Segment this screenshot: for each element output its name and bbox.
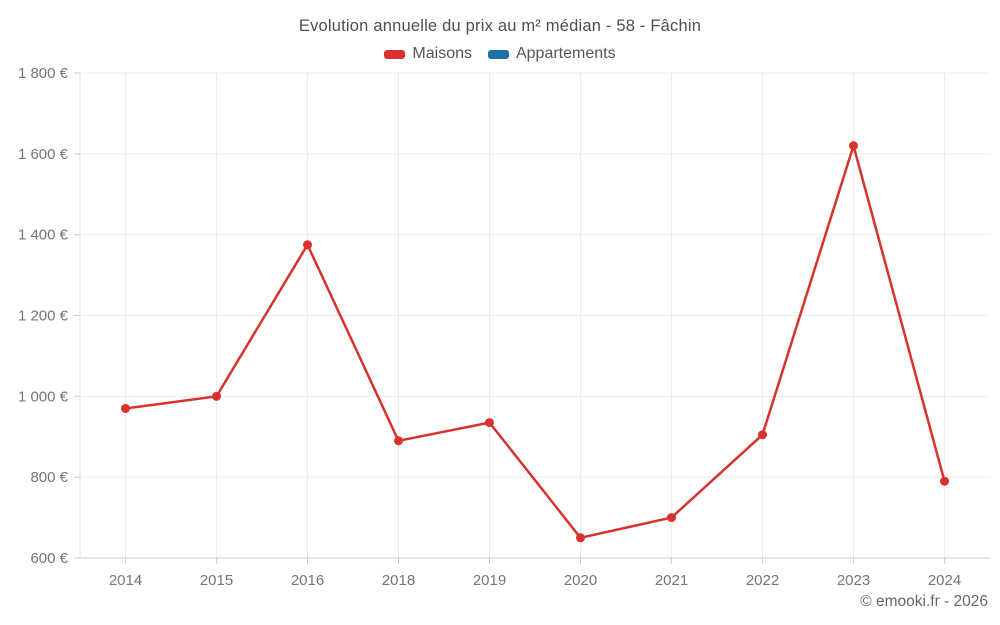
y-tick-label: 600 € <box>30 550 68 567</box>
x-tick-label: 2018 <box>382 572 415 589</box>
legend-label: Appartements <box>515 45 616 62</box>
data-point-maisons-2019[interactable] <box>485 418 494 428</box>
legend-item-appartements[interactable]: Appartements <box>487 45 616 63</box>
y-tick-label: 1 600 € <box>18 146 69 163</box>
data-point-maisons-2023[interactable] <box>849 141 858 151</box>
x-tick-label: 2015 <box>200 572 233 589</box>
series-line-maisons <box>125 144 946 540</box>
legend-label: Maisons <box>412 45 472 62</box>
x-tick-label: 2024 <box>928 572 961 589</box>
data-point-maisons-2020[interactable] <box>576 533 585 543</box>
data-point-maisons-2014[interactable] <box>121 403 130 413</box>
x-tick-label: 2021 <box>655 572 688 589</box>
chart-title: Evolution annuelle du prix au m² médian … <box>298 17 702 35</box>
data-point-maisons-2016[interactable] <box>303 240 312 250</box>
x-tick-label: 2019 <box>473 572 506 589</box>
data-point-maisons-2024[interactable] <box>940 476 949 486</box>
y-tick-label: 1 200 € <box>18 308 69 325</box>
data-point-maisons-2021[interactable] <box>667 513 676 523</box>
y-tick-label: 800 € <box>30 469 68 486</box>
data-point-maisons-2018[interactable] <box>394 436 403 446</box>
legend: Maisons Appartements <box>0 45 1000 63</box>
x-tick-label: 2020 <box>564 572 597 589</box>
data-point-maisons-2022[interactable] <box>758 430 767 440</box>
legend-item-maisons[interactable]: Maisons <box>384 45 472 63</box>
x-tick-label: 2022 <box>746 572 779 589</box>
legend-swatch-icon <box>384 49 406 59</box>
x-tick-label: 2016 <box>291 572 324 589</box>
x-tick-label: 2014 <box>109 572 142 589</box>
x-tick-label: 2023 <box>837 572 870 589</box>
y-tick-label: 1 400 € <box>18 227 69 244</box>
y-tick-label: 1 800 € <box>18 65 69 82</box>
y-tick-label: 1 000 € <box>18 388 69 405</box>
data-point-maisons-2015[interactable] <box>212 391 221 401</box>
legend-swatch-icon <box>487 49 509 59</box>
copyright-footer: © emooki.fr - 2026 <box>860 593 988 610</box>
